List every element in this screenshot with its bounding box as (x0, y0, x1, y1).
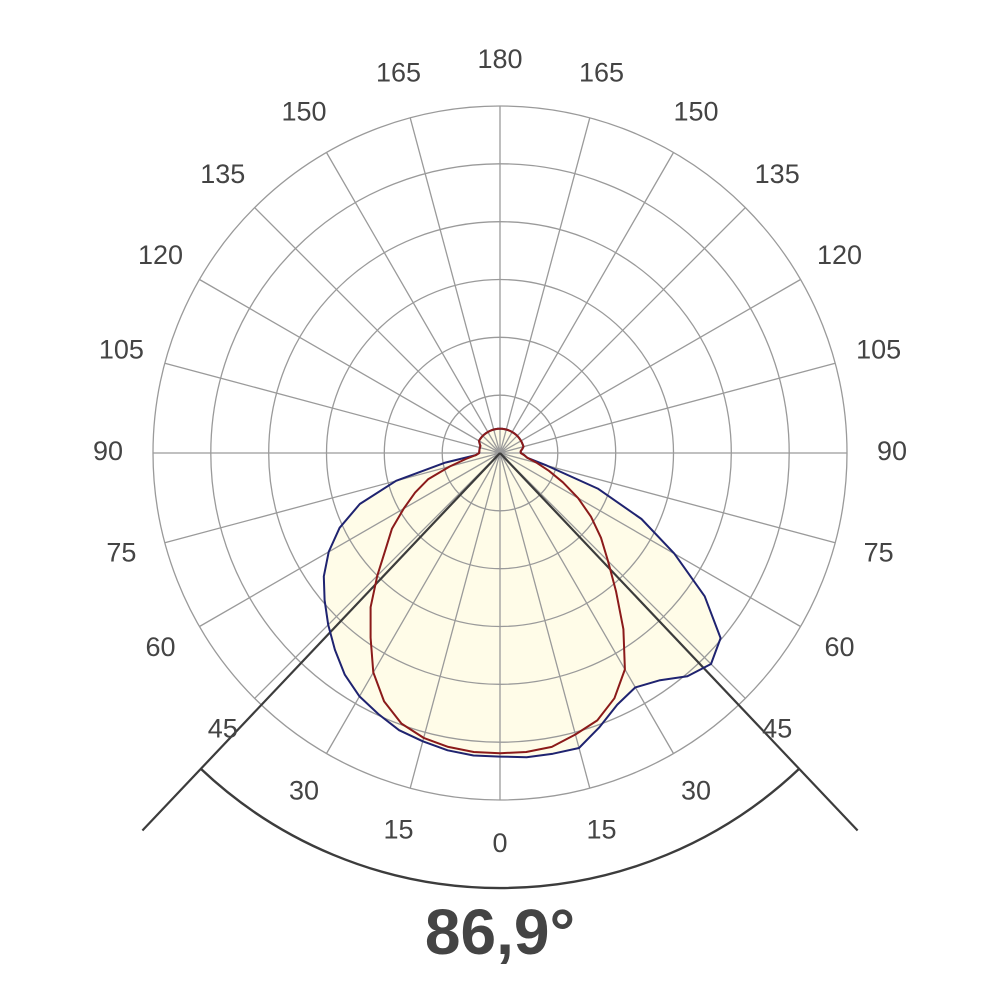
angle-label-left-180: 180 (477, 44, 522, 74)
light-distribution-fill (323, 428, 721, 758)
grid-spoke (409, 452, 501, 789)
grid-spoke (499, 278, 801, 454)
grid-spoke (164, 452, 501, 544)
grid-spoke (499, 152, 675, 454)
grid-spoke (499, 452, 836, 544)
grid-spoke (199, 452, 501, 628)
angle-label-right-30: 30 (681, 776, 711, 806)
angle-label-left-165: 165 (376, 58, 421, 88)
angle-label-right-45: 45 (762, 713, 792, 743)
angle-labels: 0 15 30 45 60 75 90 105 120 135 150 165 180 15 30 45 60 7… (93, 44, 907, 858)
grid-spoke (499, 452, 591, 789)
beam-arc (199, 767, 801, 890)
grid-spoke (499, 452, 746, 699)
grid-spoke (499, 207, 746, 454)
angle-label-right-150: 150 (673, 97, 718, 127)
angle-label-left-150: 150 (281, 97, 326, 127)
angle-label-right-135: 135 (755, 159, 800, 189)
grid-spoke (499, 362, 836, 454)
grid-spoke (325, 452, 501, 754)
grid-spoke (164, 362, 501, 454)
angle-label-left-15: 15 (383, 815, 413, 845)
angle-label-left-0: 0 (492, 828, 507, 858)
grid-spoke (254, 207, 501, 454)
angle-label-right-120: 120 (817, 240, 862, 270)
angle-label-left-120: 120 (138, 240, 183, 270)
grid-spoke (499, 452, 801, 628)
grid-spoke (199, 278, 501, 454)
angle-label-right-165: 165 (579, 58, 624, 88)
grid-spoke (325, 152, 501, 454)
angle-label-left-30: 30 (289, 776, 319, 806)
angle-label-right-105: 105 (856, 335, 901, 365)
beam-edge-right (499, 452, 859, 832)
intensity-curves (322, 427, 722, 759)
polar-grid (152, 105, 848, 801)
angle-label-right-75: 75 (864, 538, 894, 568)
angle-label-left-90: 90 (93, 436, 123, 466)
angle-label-left-60: 60 (145, 632, 175, 662)
angle-label-left-45: 45 (208, 713, 238, 743)
beam-angle-indicator (141, 452, 859, 890)
angle-label-left-75: 75 (106, 538, 136, 568)
grid-spoke (409, 117, 501, 454)
grid-spoke (499, 452, 675, 754)
beam-angle-value: 86,9° (424, 896, 576, 968)
series-fill-2 (370, 428, 625, 754)
grid-spoke (499, 117, 591, 454)
series-line-2 (369, 427, 626, 755)
angle-label-right-90: 90 (877, 436, 907, 466)
beam-edge-left (141, 452, 501, 832)
angle-label-right-60: 60 (824, 632, 854, 662)
angle-label-left-135: 135 (200, 159, 245, 189)
angle-label-right-15: 15 (586, 815, 616, 845)
angle-label-left-105: 105 (99, 335, 144, 365)
